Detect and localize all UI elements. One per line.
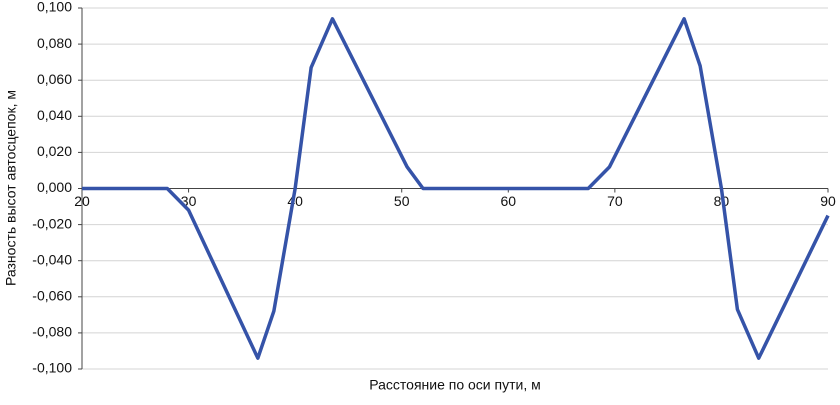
y-tick-label: -0,100	[32, 360, 72, 376]
y-axis-label: Разность высот автосцепок, м	[3, 90, 19, 286]
y-tick-label: 0,020	[37, 143, 72, 159]
y-tick-label: -0,080	[32, 324, 72, 340]
y-tick-label: 0,100	[37, 0, 72, 15]
y-tick-label: 0,080	[37, 35, 72, 51]
x-tick-label: 70	[607, 193, 623, 209]
y-tick-label: 0,000	[37, 179, 72, 195]
y-tick-label: -0,020	[32, 215, 72, 231]
x-tick-label: 50	[394, 193, 410, 209]
x-tick-label: 60	[500, 193, 516, 209]
y-tick-label: 0,060	[37, 71, 72, 87]
y-tick-label: -0,040	[32, 251, 72, 267]
x-tick-label: 20	[74, 193, 90, 209]
x-tick-label: 90	[820, 193, 836, 209]
y-tick-label: 0,040	[37, 107, 72, 123]
y-tick-label: -0,060	[32, 288, 72, 304]
line	[82, 17, 830, 360]
x-axis-label: Расстояние по оси пути, м	[369, 377, 540, 393]
